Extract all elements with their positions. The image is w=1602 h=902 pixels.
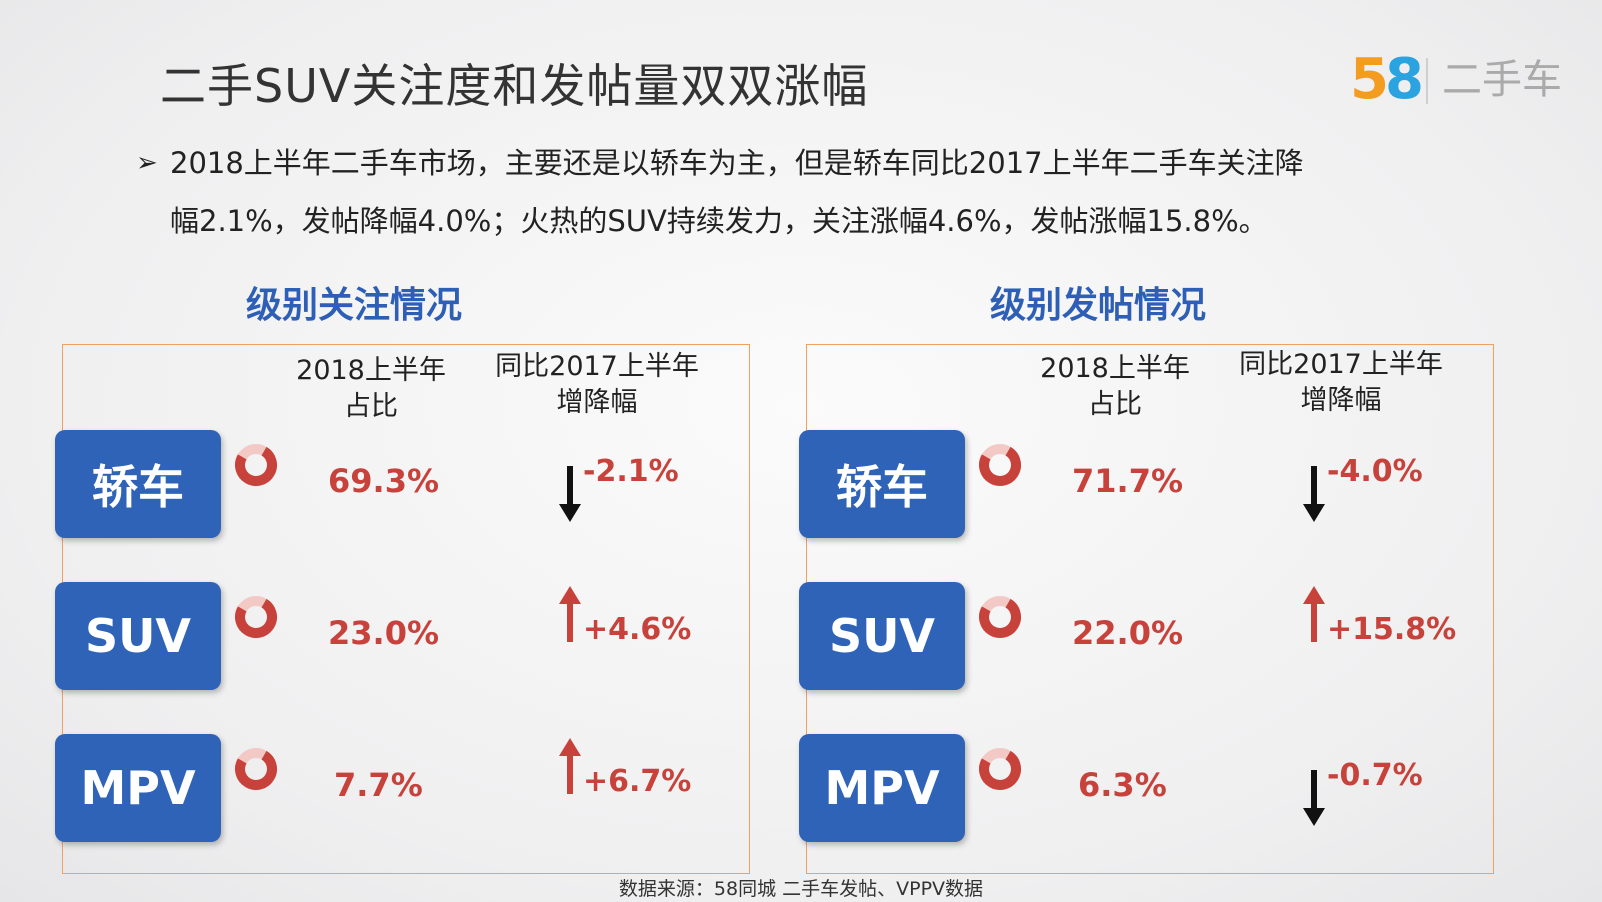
share-value: 22.0% <box>1072 614 1184 652</box>
arrow-down-icon <box>1303 466 1325 522</box>
share-ring-icon <box>979 444 1021 486</box>
bullet-arrow-icon: ➢ <box>136 148 158 178</box>
vehicle-class-badge: 轿车 <box>799 430 965 538</box>
change-value: -2.1% <box>583 454 679 489</box>
page-title: 二手SUV关注度和发帖量双双涨幅 <box>160 59 869 113</box>
logo-text: 二手车 <box>1442 57 1562 103</box>
col-head-share: 2018上半年 占比 <box>296 355 446 422</box>
vehicle-class-badge: MPV <box>799 734 965 842</box>
vehicle-class-badge: SUV <box>55 582 221 690</box>
arrow-up-icon <box>559 586 581 642</box>
change-value: +6.7% <box>583 764 692 799</box>
vehicle-class-badge: MPV <box>55 734 221 842</box>
data-source: 数据来源：58同城 二手车发帖、VPPV数据 <box>618 878 984 900</box>
share-ring-icon <box>979 748 1021 790</box>
panel-posting: 2018上半年 占比 同比2017上半年 增降幅 <box>806 344 1494 874</box>
arrow-up-icon <box>559 738 581 794</box>
arrow-up-icon <box>1303 586 1325 642</box>
share-value: 7.7% <box>334 766 423 804</box>
change-value: +4.6% <box>583 612 692 647</box>
share-value: 6.3% <box>1078 766 1167 804</box>
change-value: -4.0% <box>1327 454 1423 489</box>
share-ring-icon <box>235 596 277 638</box>
panel-title-posting: 级别发帖情况 <box>990 285 1207 326</box>
logo-number: 58 <box>1350 47 1424 112</box>
logo-divider <box>1426 58 1428 104</box>
share-ring-icon <box>979 596 1021 638</box>
vehicle-class-badge: SUV <box>799 582 965 690</box>
vehicle-class-badge: 轿车 <box>55 430 221 538</box>
panel-title-attention: 级别关注情况 <box>246 285 463 326</box>
share-value: 69.3% <box>328 462 440 500</box>
description-line-2: 幅2.1%，发帖降幅4.0%；火热的SUV持续发力，关注涨幅4.6%，发帖涨幅1… <box>170 204 1268 238</box>
change-value: -0.7% <box>1327 758 1423 793</box>
col-head-change: 同比2017上半年 增降幅 <box>495 351 699 418</box>
share-ring-icon <box>235 748 277 790</box>
description-line-1: 2018上半年二手车市场，主要还是以轿车为主，但是轿车同比2017上半年二手车关… <box>170 146 1304 180</box>
arrow-down-icon <box>1303 770 1325 826</box>
change-value: +15.8% <box>1327 612 1457 647</box>
share-value: 23.0% <box>328 614 440 652</box>
share-value: 71.7% <box>1072 462 1184 500</box>
share-ring-icon <box>235 444 277 486</box>
col-head-share: 2018上半年 占比 <box>1040 353 1190 420</box>
col-head-change: 同比2017上半年 增降幅 <box>1239 349 1443 416</box>
arrow-down-icon <box>559 466 581 522</box>
